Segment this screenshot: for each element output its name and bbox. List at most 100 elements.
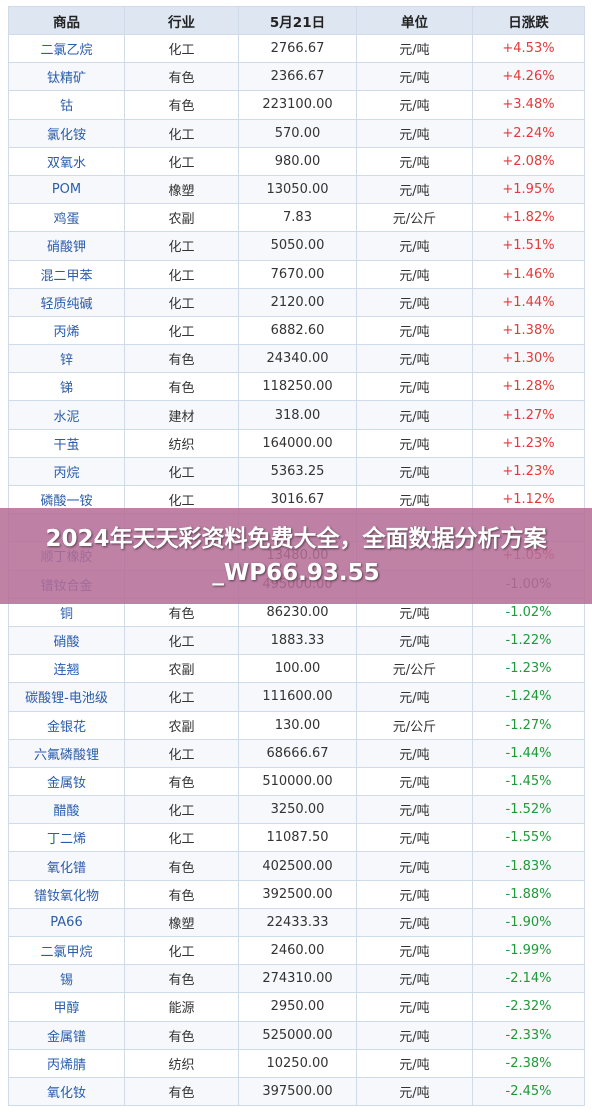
price-cell: 5050.00 [238,231,357,261]
table-row[interactable]: 金银花 农副 130.00 元/公斤 -1.27% [8,710,585,740]
table-row[interactable]: 磷酸一铵 化工 3016.67 元/吨 +1.12% [8,484,585,515]
price-cell: 2460.00 [238,935,357,966]
unit-cell: 元/吨 [356,231,473,261]
daily-change-cell: +1.82% [472,203,585,233]
table-row[interactable]: 鸡蛋 农副 7.83 元/公斤 +1.82% [8,203,585,233]
price-cell: 318.00 [238,400,357,430]
industry-cell: 有色 [124,879,239,909]
commodity-price-table: 商品 行业 5月21日 单位 日涨跌 二氯乙烷 化工 2766.67 元/吨 +4.53… [8,6,585,1107]
table-row[interactable]: 镨钕氧化物 有色 392500.00 元/吨 -1.88% [8,879,585,909]
table-row[interactable]: 氯化铵 化工 570.00 元/吨 +2.24% [8,118,585,148]
table-row[interactable]: 丁二烯 化工 11087.50 元/吨 -1.55% [8,823,585,853]
price-cell: 980.00 [238,146,357,176]
table-row[interactable]: 钛精矿 有色 2366.67 元/吨 +4.26% [8,62,585,92]
table-row[interactable]: 金属钕 有色 510000.00 元/吨 -1.45% [8,766,585,797]
column-header-daily-change[interactable]: 日涨跌 [472,6,585,35]
price-cell: 3250.00 [238,795,357,825]
table-row[interactable]: 水泥 建材 318.00 元/吨 +1.27% [8,400,585,430]
price-cell: 2366.67 [238,62,357,92]
table-row[interactable]: 氧化镨 有色 402500.00 元/吨 -1.83% [8,851,585,881]
price-cell: 223100.00 [238,90,357,120]
table-row[interactable]: 丙烷 化工 5363.25 元/吨 +1.23% [8,456,585,487]
unit-cell: 元/公斤 [356,710,473,740]
table-row[interactable]: POM 橡塑 13050.00 元/吨 +1.95% [8,174,585,205]
unit-cell: 元/吨 [356,625,473,656]
column-header-unit[interactable]: 单位 [356,6,473,35]
unit-cell: 元/吨 [356,428,473,458]
price-cell: 24340.00 [238,344,357,374]
price-cell: 2950.00 [238,992,357,1022]
commodity-name-cell: 轻质纯碱 [8,287,125,317]
commodity-name-cell: PA66 [8,907,125,938]
daily-change-cell: -1.88% [472,879,585,909]
unit-cell: 元/吨 [356,456,473,487]
table-row[interactable]: 二氯甲烷 化工 2460.00 元/吨 -1.99% [8,935,585,966]
daily-change-cell: +1.51% [472,231,585,261]
commodity-name-cell: 氧化镨 [8,851,125,881]
table-row[interactable]: 双氧水 化工 980.00 元/吨 +2.08% [8,146,585,176]
column-header-commodity[interactable]: 商品 [8,6,125,35]
daily-change-cell: +1.38% [472,315,585,346]
table-row[interactable]: 二氯乙烷 化工 2766.67 元/吨 +4.53% [8,33,585,64]
table-row[interactable]: 甲醇 能源 2950.00 元/吨 -2.32% [8,992,585,1022]
daily-change-cell: +2.24% [472,118,585,148]
commodity-name-cell: 二氯乙烷 [8,33,125,64]
industry-cell: 有色 [124,90,239,120]
unit-cell: 元/吨 [356,1076,473,1107]
industry-cell: 化工 [124,231,239,261]
column-header-industry[interactable]: 行业 [124,6,239,35]
table-row[interactable]: 氧化钕 有色 397500.00 元/吨 -2.45% [8,1076,585,1107]
price-cell: 111600.00 [238,682,357,712]
daily-change-cell: +1.30% [472,344,585,374]
unit-cell: 元/吨 [356,90,473,120]
price-cell: 402500.00 [238,851,357,881]
unit-cell: 元/吨 [356,823,473,853]
commodity-name-cell: 丙烷 [8,456,125,487]
commodity-name-cell: 锌 [8,344,125,374]
commodity-name-cell: 六氟磷酸锂 [8,738,125,768]
table-row[interactable]: 干茧 纺织 164000.00 元/吨 +1.23% [8,428,585,458]
commodity-name-cell: 丙烯腈 [8,1048,125,1078]
industry-cell: 橡塑 [124,907,239,938]
table-row[interactable]: PA66 橡塑 22433.33 元/吨 -1.90% [8,907,585,938]
unit-cell: 元/吨 [356,935,473,966]
table-row[interactable]: 醋酸 化工 3250.00 元/吨 -1.52% [8,795,585,825]
commodity-name-cell: 锑 [8,372,125,402]
table-row[interactable]: 轻质纯碱 化工 2120.00 元/吨 +1.44% [8,287,585,317]
price-cell: 68666.67 [238,738,357,768]
table-row[interactable]: 丙烯腈 纺织 10250.00 元/吨 -2.38% [8,1048,585,1078]
commodity-name-cell: 双氧水 [8,146,125,176]
table-row[interactable]: 锡有色 274310.00 元/吨 -2.14% [8,964,585,994]
table-row[interactable]: 硝酸钾 化工 5050.00 元/吨 +1.51% [8,231,585,261]
commodity-name-cell: 金属钕 [8,766,125,797]
unit-cell: 元/吨 [356,738,473,768]
table-row[interactable]: 丙烯 化工 6882.60 元/吨 +1.38% [8,315,585,346]
price-cell: 274310.00 [238,964,357,994]
table-row[interactable]: 锌有色 24340.00 元/吨 +1.30% [8,344,585,374]
table-row[interactable]: 六氟磷酸锂 化工 68666.67 元/吨 -1.44% [8,738,585,768]
daily-change-cell: -2.32% [472,992,585,1022]
table-row[interactable]: 锑有色 118250.00 元/吨 +1.28% [8,372,585,402]
table-row[interactable]: 碳酸锂-电池级 化工 111600.00 元/吨 -1.24% [8,682,585,712]
table-row[interactable]: 硝酸 化工 1883.33 元/吨 -1.22% [8,625,585,656]
price-cell: 164000.00 [238,428,357,458]
daily-change-cell: -2.38% [472,1048,585,1078]
industry-cell: 化工 [124,146,239,176]
daily-change-cell: +4.53% [472,33,585,64]
overlay-banner[interactable]: 2024年天天彩资料免费大全，全面数据分析方案_WP66.93.55 [0,508,592,604]
daily-change-cell: -2.45% [472,1076,585,1107]
commodity-name-cell: 醋酸 [8,795,125,825]
unit-cell: 元/吨 [356,766,473,797]
industry-cell: 有色 [124,851,239,881]
table-row[interactable]: 连翘 农副 100.00 元/公斤 -1.23% [8,654,585,684]
table-row[interactable]: 钴有色 223100.00 元/吨 +3.48% [8,90,585,120]
industry-cell: 橡塑 [124,174,239,205]
unit-cell: 元/吨 [356,879,473,909]
price-cell: 570.00 [238,118,357,148]
table-row[interactable]: 金属镨 有色 525000.00 元/吨 -2.33% [8,1020,585,1050]
column-header-date-price[interactable]: 5月21日 [238,6,357,35]
industry-cell: 有色 [124,1076,239,1107]
price-cell: 11087.50 [238,823,357,853]
table-row[interactable]: 混二甲苯 化工 7670.00 元/吨 +1.46% [8,259,585,289]
industry-cell: 有色 [124,1020,239,1050]
